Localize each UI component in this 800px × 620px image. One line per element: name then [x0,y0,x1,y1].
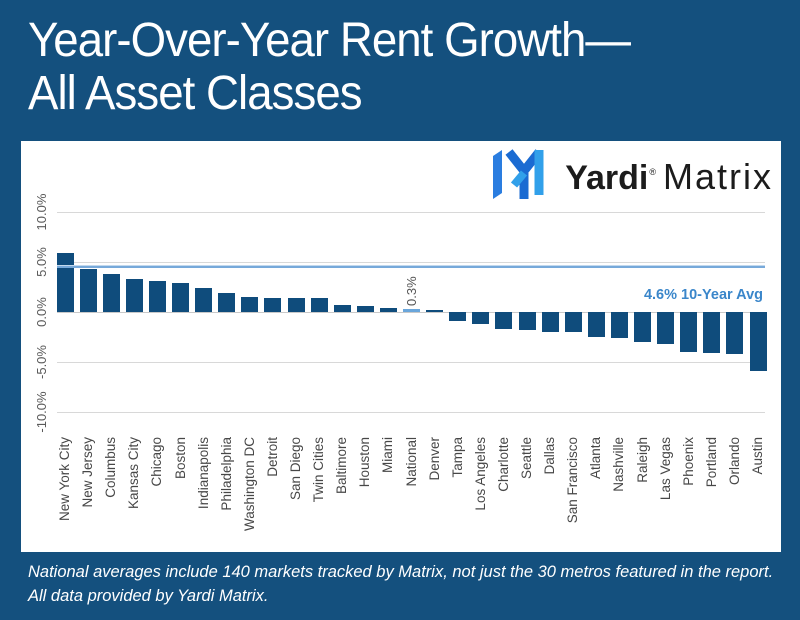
bar [102,274,120,312]
bar-national-highlight [403,309,420,312]
page-title: Year-Over-Year Rent Growth— All Asset Cl… [28,14,750,120]
bar [56,253,74,312]
bar [79,269,97,312]
registered-trademark-symbol: ® [649,167,656,177]
footnote-line2: All data provided by Yardi Matrix. [28,586,269,605]
yardi-matrix-logo-icon [491,147,555,208]
x-axis-category-label: Seattle [519,437,534,480]
bar [634,312,651,342]
x-axis-category-label: Atlanta [588,437,604,480]
gridline--10.0% [57,412,765,413]
x-axis-category-label: Los Angeles [472,437,488,511]
bar [472,312,490,324]
gridline-5.0% [57,262,765,263]
national-value-label: 0.3% [403,276,419,306]
x-axis-category-label: Raleigh [634,437,650,483]
plot-area: 10.0% 5.0% 0.0% -5.0% -10.0% New York City New… [21,141,781,552]
bar [703,312,721,353]
bar [356,306,374,312]
bar [172,283,189,312]
bar [749,312,767,371]
x-axis-category-label: Orlando [726,437,742,486]
bar [241,297,259,312]
bar [495,312,513,329]
x-axis-category-label: Charlotte [495,437,511,492]
bar [379,308,397,312]
x-axis-category-label: Chicago [149,437,165,487]
bar [564,312,582,332]
bar [148,281,166,312]
ten-year-average-line [57,265,765,268]
x-axis-category-label: Detroit [264,437,280,477]
gridline-10.0% [57,212,765,213]
x-axis-category-label: National [403,437,419,487]
x-axis-category-label: Miami [380,437,396,473]
x-axis-category-label: Denver [426,437,442,481]
bar [610,312,628,338]
x-axis-category-label: Twin Cities [311,437,327,503]
page-title-line2: All Asset Classes [28,67,363,120]
x-axis-category-label: Portland [703,437,719,488]
x-axis-category-label: San Francisco [565,437,581,524]
x-axis-category-label: New York City [57,437,72,522]
page-title-line1: Year-Over-Year Rent Growth— [28,14,631,67]
chart-panel: Yardi ® Matrix 10.0% 5.0% 0.0% -5.0% -10.0% N… [21,141,781,552]
x-axis-category-label: Houston [357,437,373,488]
x-axis-category-label: San Diego [288,437,303,501]
bar [264,298,282,312]
x-axis-category-label: Tampa [449,437,465,478]
x-axis-category-label: Philadelphia [218,437,234,511]
yardi-matrix-logo-text: Yardi ® Matrix [565,156,773,198]
ten-year-average-label: 4.6% 10-Year Avg [643,287,763,303]
bar [287,298,305,312]
x-axis-category-label: Columbus [103,437,119,498]
bar [587,312,605,337]
y-axis-tick-label: -10.0% [34,391,49,433]
x-axis-category-label: Indianapolis [195,437,211,510]
x-axis-category-label: New Jersey [80,437,96,508]
bar [426,310,444,312]
bar [680,312,698,352]
bar [449,312,467,321]
x-axis-category-label: Boston [172,437,188,480]
gridline-0.0% [57,312,765,313]
bar [125,279,143,312]
x-axis-category-label: Washington DC [241,437,257,532]
logo-yardi-wordmark: Yardi [565,159,649,197]
bar [726,312,744,354]
bar [333,305,351,312]
x-axis-category-label: Baltimore [334,437,350,495]
x-axis-category-label: Nashville [611,437,627,492]
bar [541,312,559,332]
x-axis-category-label: Austin [750,437,765,475]
bar [195,288,213,312]
x-axis-category-label: Dallas [542,437,558,475]
x-axis-category-label: Phoenix [680,437,696,486]
footnote-line1: National averages include 140 markets tr… [28,562,774,581]
logo-matrix-wordmark: Matrix [663,156,773,197]
bar [657,312,675,344]
x-axis-category-label: Kansas City [126,437,142,510]
bar [518,312,536,330]
yardi-matrix-logo: Yardi ® Matrix [491,148,773,206]
x-axis-category-label: Las Vegas [657,437,673,501]
bar [310,298,328,312]
footnote: National averages include 140 markets tr… [28,560,774,608]
bar [218,293,236,312]
gridline--5.0% [57,362,765,363]
